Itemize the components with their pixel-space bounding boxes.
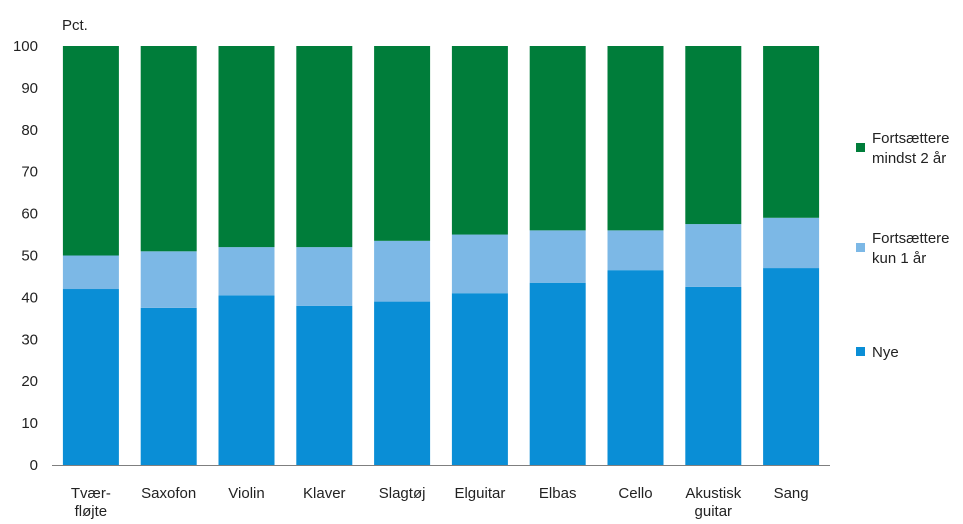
legend-label: Fortsættere kun 1 år <box>872 230 950 267</box>
y-tick-label: 40 <box>21 289 38 306</box>
category-label: Akustisk guitar <box>685 485 741 520</box>
bar-segment-series-0 <box>140 307 197 465</box>
bar-segment-series-0 <box>62 289 119 465</box>
category-label: Cello <box>618 485 652 502</box>
legend-item: Fortsættere mindst 2 år <box>856 130 950 167</box>
bar-segment-series-1 <box>607 230 664 271</box>
bar-segment-series-0 <box>763 268 820 465</box>
y-tick-label: 100 <box>13 38 38 55</box>
bar-segment-series-0 <box>374 301 431 465</box>
bar-segment-series-2 <box>451 46 508 235</box>
bar-segment-series-1 <box>62 255 119 290</box>
category-label: Slagtøj <box>379 485 426 502</box>
bar-stack <box>685 46 742 465</box>
bar-stack <box>140 46 197 465</box>
bar-stack <box>607 46 664 465</box>
bar-segment-series-2 <box>763 46 820 218</box>
y-tick-label: 0 <box>30 457 38 474</box>
bars <box>62 46 820 465</box>
legend-item: Fortsættere kun 1 år <box>856 230 950 267</box>
legend-label: Nye <box>872 344 899 361</box>
category-label: Elguitar <box>454 485 505 502</box>
bar-segment-series-1 <box>763 217 820 269</box>
bar-segment-series-2 <box>374 46 431 241</box>
y-axis-unit-label: Pct. <box>62 17 88 34</box>
y-tick-label: 50 <box>21 248 38 265</box>
bar-segment-series-1 <box>451 234 508 294</box>
bar-stack <box>529 46 586 465</box>
y-tick-label: 10 <box>21 415 38 432</box>
bar-segment-series-0 <box>529 282 586 465</box>
bar-stack <box>763 46 820 465</box>
category-label: Violin <box>228 485 264 502</box>
bar-segment-series-1 <box>529 230 586 283</box>
category-label: Elbas <box>539 485 577 502</box>
category-label: Saxofon <box>141 485 196 502</box>
y-tick-label: 90 <box>21 80 38 97</box>
legend-swatch <box>856 243 865 252</box>
y-tick-label: 60 <box>21 206 38 223</box>
x-axis: Tvær-fløjte Saxofon Violin Klaver Slagtøj Elg… <box>52 465 830 520</box>
bar-segment-series-2 <box>140 46 197 252</box>
bar-stack <box>62 46 119 465</box>
y-tick-label: 20 <box>21 373 38 390</box>
y-tick-label: 80 <box>21 122 38 139</box>
bar-segment-series-1 <box>140 251 197 308</box>
bar-segment-series-0 <box>451 293 508 465</box>
y-tick-label: 30 <box>21 331 38 348</box>
bar-stack <box>451 46 508 465</box>
legend-item: Nye <box>856 344 899 361</box>
bar-segment-series-0 <box>218 295 275 465</box>
category-label: Klaver <box>303 485 346 502</box>
legend-swatch <box>856 347 865 356</box>
bar-stack <box>218 46 275 465</box>
category-label: Tvær-fløjte <box>71 485 111 520</box>
legend-swatch <box>856 143 865 152</box>
bar-stack <box>374 46 431 465</box>
y-axis: Pct. 0 10 20 30 40 50 60 70 80 90 100 <box>13 17 88 474</box>
bar-segment-series-2 <box>296 46 353 248</box>
legend-label: Fortsættere mindst 2 år <box>872 130 950 167</box>
bar-segment-series-2 <box>218 46 275 248</box>
bar-segment-series-1 <box>374 240 431 302</box>
bar-segment-series-0 <box>607 270 664 465</box>
bar-segment-series-2 <box>607 46 664 231</box>
bar-segment-series-0 <box>685 286 742 465</box>
bar-segment-series-2 <box>529 46 586 231</box>
legend: Fortsættere mindst 2 år Fortsættere kun 1 å… <box>856 130 950 361</box>
bar-segment-series-1 <box>218 247 275 296</box>
bar-segment-series-1 <box>296 247 353 306</box>
y-tick-label: 70 <box>21 164 38 181</box>
bar-segment-series-0 <box>296 305 353 465</box>
bar-segment-series-2 <box>62 46 119 256</box>
bar-stack <box>296 46 353 465</box>
category-label: Sang <box>774 485 809 502</box>
bar-segment-series-2 <box>685 46 742 225</box>
bar-segment-series-1 <box>685 224 742 287</box>
